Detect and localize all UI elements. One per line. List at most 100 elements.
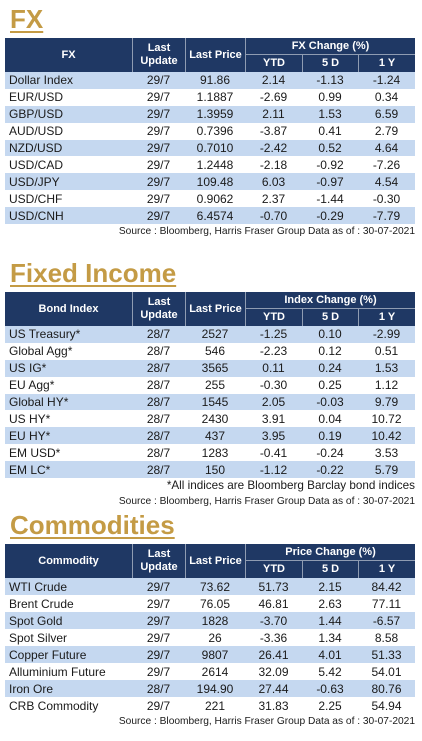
fixed-income-cell-ytd: 2.05 [261,395,286,409]
commodities-cell-last-price: 1828 [201,613,229,628]
fixed-income-cell-last-price: 2527 [201,327,229,342]
fx-col-ytd: YTD [245,55,302,72]
commodities-cell-last-update: 29/7 [146,613,171,628]
commodities-cell-5d: 1.44 [318,613,342,628]
fx-table-header: FX Last Update Last Price FX Change (%) … [5,38,415,72]
fixed-income-row: EM USD* 28/7 1283 -0.41 -0.24 3.53 [5,444,415,461]
commodities-cell-last-price: 9807 [201,647,229,662]
fx-row: USD/JPY 29/7 109.48 6.03 -0.97 4.54 [5,173,415,191]
fixed-income-footnote: *All indices are Bloomberg Barclay bond … [166,479,415,493]
fixed-income-cell-ytd: -1.25 [259,327,288,342]
fixed-income-cell-1y: 3.53 [374,445,399,460]
fx-col-5d: 5 D [302,55,358,72]
fx-cell-name: AUD/USD [9,124,64,139]
fixed-income-cell-last-price: 1283 [201,445,229,460]
fixed-income-cell-last-update: 28/7 [146,344,171,359]
fixed-income-cell-5d: 0.04 [318,411,342,426]
fixed-income-cell-1y: 0.51 [374,344,399,359]
fx-cell-name: USD/CNH [9,208,64,223]
fixed-income-cell-last-update: 28/7 [146,378,171,393]
fx-cell-5d: 0.41 [318,124,342,139]
fx-table: FX Last Update Last Price FX Change (%) … [5,38,415,225]
commodities-row: Spot Silver 29/7 26 -3.36 1.34 8.58 [5,629,415,646]
fx-col-1y: 1 Y [358,55,415,72]
fixed-income-row: US IG* 28/7 3565 0.11 0.24 1.53 [5,359,415,377]
fixed-income-section: Fixed Income Bond Index Last Update Last… [5,256,415,510]
fixed-income-cell-last-update: 28/7 [146,445,171,460]
fixed-income-cell-name: Global HY* [9,395,69,409]
fx-cell-last-price: 6.4574 [196,208,234,223]
fx-cell-name: EUR/USD [9,90,64,105]
fixed-income-cell-ytd: 3.91 [261,411,286,426]
commodities-cell-name: WTI Crude [9,579,68,594]
fx-cell-1y: 6.59 [374,107,399,122]
commodities-col-ytd: YTD [245,561,302,578]
commodities-source-note: Source : Bloomberg, Harris Fraser Group … [118,716,415,727]
fixed-income-cell-last-price: 546 [204,344,226,359]
commodities-col-name: Commodity [38,554,99,567]
fixed-income-cell-last-update: 28/7 [146,411,171,426]
fx-cell-5d: 1.53 [318,107,342,122]
fixed-income-col-change-group: Index Change (%) [245,292,415,309]
fixed-income-row: EU HY* 28/7 437 3.95 0.19 10.42 [5,427,415,445]
commodities-cell-1y: 84.42 [371,579,402,594]
commodities-cell-ytd: 51.73 [258,579,289,594]
commodities-row: Brent Crude 29/7 76.05 46.81 2.63 77.11 [5,595,415,612]
fixed-income-cell-name: Global Agg* [9,344,73,359]
fixed-income-cell-name: EU Agg* [9,378,55,393]
fixed-income-cell-ytd: 3.95 [261,428,286,443]
fixed-income-cell-name: US HY* [9,411,51,426]
fixed-income-cell-ytd: -0.30 [259,378,288,393]
fx-col-last-update: Last Update [132,38,185,72]
commodities-col-change-group: Price Change (%) [245,544,415,561]
fixed-income-cell-5d: -0.22 [316,462,344,477]
fx-cell-last-update: 29/7 [146,90,171,105]
fixed-income-cell-5d: 0.19 [318,428,342,443]
commodities-cell-5d: -0.63 [316,681,344,696]
fx-cell-5d: 0.52 [318,141,342,155]
fx-cell-5d: -0.29 [316,208,344,223]
fixed-income-col-name: Bond Index [38,302,99,315]
fx-cell-last-price: 0.7010 [196,141,234,155]
fx-cell-ytd: 2.37 [261,191,286,206]
commodities-cell-last-update: 29/7 [146,630,171,645]
fixed-income-cell-ytd: -2.23 [259,344,288,359]
fx-cell-last-update: 29/7 [146,208,171,223]
fx-cell-5d: 0.99 [318,90,342,105]
fx-cell-ytd: 2.11 [262,107,285,122]
fx-cell-last-price: 91.86 [199,73,231,88]
fixed-income-col-last-update: Last Update [132,292,185,326]
fixed-income-table: Bond Index Last Update Last Price Index … [5,292,415,479]
fixed-income-cell-1y: 9.79 [374,395,399,409]
fixed-income-cell-last-price: 1545 [201,395,229,409]
fixed-income-cell-last-price: 3565 [201,361,229,376]
fx-cell-last-update: 29/7 [146,157,171,172]
commodities-cell-1y: 80.76 [371,681,402,696]
fixed-income-cell-last-price: 150 [204,462,226,477]
fixed-income-cell-1y: 1.53 [374,361,399,376]
fx-cell-name: USD/CAD [9,157,64,172]
commodities-cell-last-update: 29/7 [146,596,171,611]
fx-cell-ytd: -2.69 [259,90,288,105]
commodities-table-body: WTI Crude 29/7 73.62 51.73 2.15 84.42 Brent Cr… [5,578,415,714]
commodities-cell-5d: 4.01 [318,647,342,662]
commodities-title: Commodities [10,510,175,540]
fx-cell-last-price: 109.48 [196,174,234,189]
fixed-income-cell-1y: 1.12 [374,378,399,393]
fx-cell-ytd: -3.87 [259,124,288,139]
fx-cell-last-price: 0.7396 [196,124,234,139]
fx-cell-last-update: 29/7 [146,141,171,155]
fx-cell-last-price: 1.3959 [196,107,234,122]
commodities-cell-last-update: 28/7 [146,681,171,696]
fixed-income-row: EU Agg* 28/7 255 -0.30 0.25 1.12 [5,377,415,394]
fx-source-note: Source : Bloomberg, Harris Fraser Group … [118,226,415,238]
commodities-cell-ytd: -3.70 [259,613,288,628]
commodities-row: Copper Future 29/7 9807 26.41 4.01 51.33 [5,646,415,663]
fx-cell-name: USD/JPY [9,174,60,189]
commodities-cell-last-price: 76.05 [199,596,231,611]
fx-cell-ytd: 2.14 [261,73,286,88]
fixed-income-row: US Treasury* 28/7 2527 -1.25 0.10 -2.99 [5,326,415,343]
fixed-income-cell-name: EM USD* [9,445,61,460]
commodities-col-1y: 1 Y [358,561,415,578]
fixed-income-cell-name: US IG* [9,361,47,376]
